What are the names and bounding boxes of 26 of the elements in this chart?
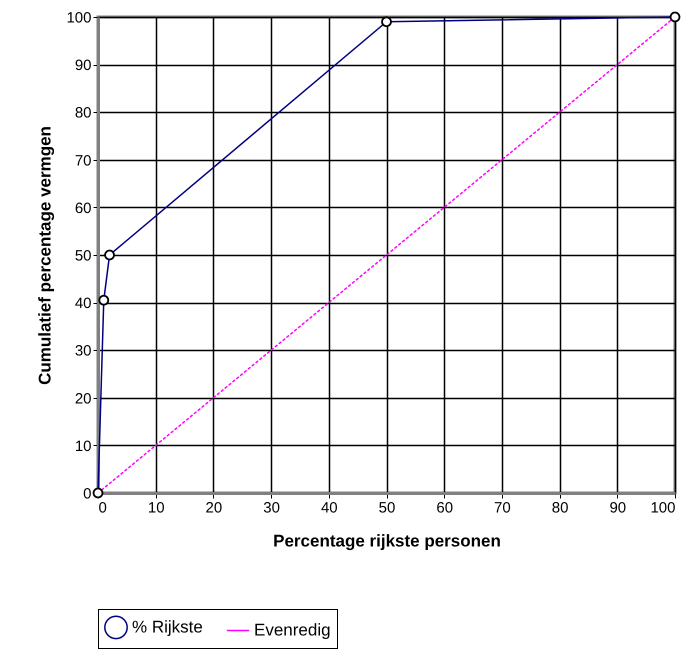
x-tick-label: 60 xyxy=(436,500,454,516)
x-tick-label: 20 xyxy=(206,500,222,516)
x-tick-label: 100 xyxy=(650,500,676,516)
legend-label: % Rijkste xyxy=(132,617,203,636)
x-tick-label: 50 xyxy=(378,500,396,516)
y-tick-label: 20 xyxy=(74,390,92,408)
y-tick-label: 80 xyxy=(74,104,92,122)
x-tick-label: 10 xyxy=(148,500,165,516)
x-tick-label: 80 xyxy=(552,500,568,516)
y-tick-label: 50 xyxy=(74,248,92,264)
y-tick-label: 0 xyxy=(83,486,92,502)
y-tick-label: 10 xyxy=(74,438,92,455)
legend-label: Evenredig xyxy=(254,620,331,640)
x-axis-title: Percentage rijkste personen xyxy=(273,532,501,550)
y-tick-label: 60 xyxy=(74,200,92,217)
x-tick-label: 30 xyxy=(263,500,280,516)
x-tick-label: 0 xyxy=(98,500,107,516)
x-tick-label: 70 xyxy=(494,500,511,516)
y-axis-title: Cumulatief percentage vermgen xyxy=(35,126,54,385)
y-tick-label: 90 xyxy=(74,57,92,74)
y-tick-label: 40 xyxy=(74,295,92,312)
y-tick-label: 70 xyxy=(74,152,92,170)
x-tick-label: 90 xyxy=(609,500,626,516)
x-tick-label: 40 xyxy=(320,500,338,516)
y-tick-label: 30 xyxy=(74,342,92,360)
y-tick-label: 100 xyxy=(66,10,92,26)
